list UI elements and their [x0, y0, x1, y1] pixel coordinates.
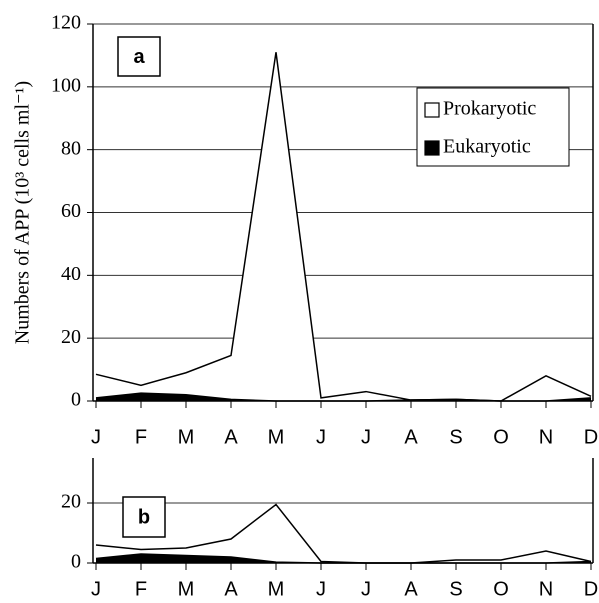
x-tick-label: J — [361, 578, 371, 600]
x-tick-label: O — [493, 578, 509, 600]
panel-label: b — [138, 506, 150, 528]
y-tick-label: 20 — [61, 491, 81, 513]
x-tick-label: M — [268, 578, 285, 600]
panel-label-box — [122, 496, 166, 538]
x-tick-label: O — [493, 426, 509, 448]
x-tick-label: A — [404, 426, 418, 448]
y-tick-label: 100 — [51, 74, 81, 96]
x-tick-label: M — [178, 578, 195, 600]
x-tick-label: N — [539, 426, 553, 448]
y-tick-label: 20 — [61, 326, 81, 348]
x-tick-label: A — [404, 578, 418, 600]
area-fill — [96, 393, 591, 401]
x-tick-label: J — [91, 578, 101, 600]
x-tick-label: A — [224, 578, 238, 600]
x-tick-label: F — [135, 426, 147, 448]
x-tick-label: J — [91, 426, 101, 448]
x-tick-label: M — [268, 426, 285, 448]
y-tick-label: 80 — [61, 137, 81, 159]
area-fill — [96, 504, 591, 563]
x-tick-label: A — [224, 426, 238, 448]
area-fill — [96, 554, 591, 563]
x-tick-label: D — [584, 578, 598, 600]
x-tick-label: D — [584, 426, 598, 448]
y-tick-label: 0 — [71, 389, 81, 411]
x-tick-label: J — [361, 426, 371, 448]
y-tick-label: 40 — [61, 263, 81, 285]
x-tick-label: S — [449, 426, 462, 448]
y-axis-label: Numbers of APP (10³ cells ml⁻¹) — [12, 81, 34, 344]
legend-label: Eukaryotic — [443, 136, 531, 158]
legend-label: Prokaryotic — [443, 98, 536, 120]
legend-box — [416, 87, 570, 167]
panel-label: a — [133, 46, 145, 68]
panel-label-box — [117, 36, 161, 77]
y-tick-label: 0 — [71, 551, 81, 573]
x-tick-label: M — [178, 426, 195, 448]
x-tick-label: J — [316, 578, 326, 600]
area-line — [95, 52, 592, 402]
x-tick-label: S — [449, 578, 462, 600]
legend-swatch — [424, 140, 440, 156]
x-tick-label: N — [539, 578, 553, 600]
y-tick-label: 60 — [61, 200, 81, 222]
y-tick-label: 120 — [51, 12, 81, 34]
legend-swatch — [424, 102, 440, 118]
x-tick-label: F — [135, 578, 147, 600]
x-tick-label: J — [316, 426, 326, 448]
